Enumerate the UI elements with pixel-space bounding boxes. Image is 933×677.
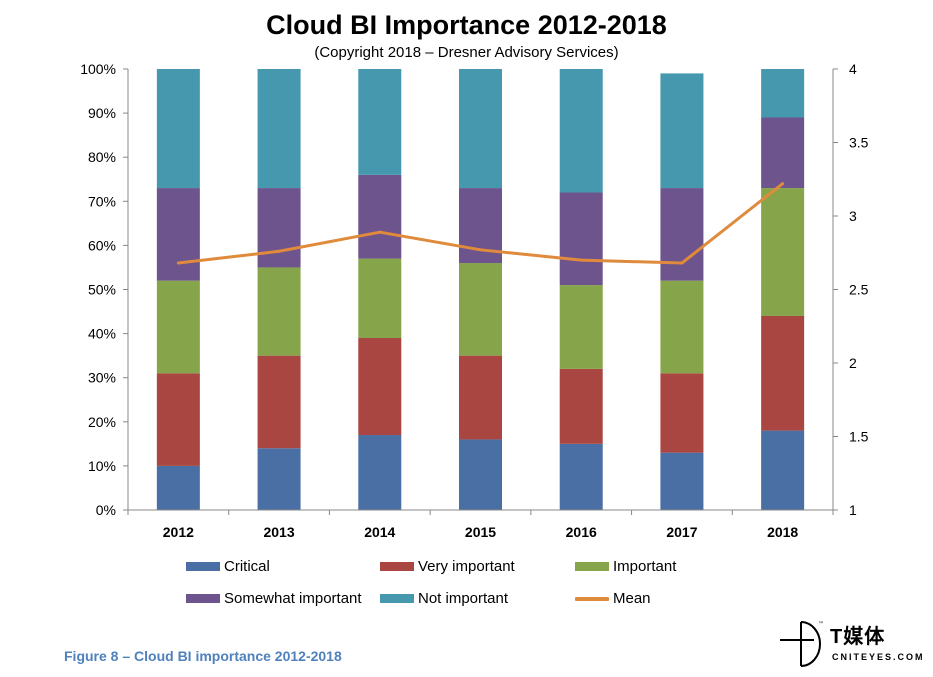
point-mean-2016 bbox=[579, 258, 583, 262]
publisher-logo: ™ T媒体 CNITEYES.COM bbox=[780, 618, 930, 670]
point-mean-2018 bbox=[781, 182, 785, 186]
chart-plot: 0% 10% 20% 30% 40% 50% 60% 70% 80% 90% 100% 1 1.5 2 2.… bbox=[80, 61, 869, 540]
legend-swatch-important bbox=[575, 562, 609, 571]
y-right-tick-label: 4 bbox=[849, 61, 857, 77]
x-tick-label: 2016 bbox=[566, 524, 597, 540]
y-left-tick-label: 40% bbox=[88, 326, 116, 342]
bar-not-important-2014 bbox=[358, 69, 402, 175]
y-left-tick-label: 50% bbox=[88, 282, 116, 298]
point-mean-2014 bbox=[378, 230, 382, 234]
logo-mark-icon: ™ bbox=[780, 621, 824, 667]
bar-not-important-2015 bbox=[459, 69, 502, 189]
legend-item-mean: Mean bbox=[575, 590, 651, 607]
bar-very-important-2016 bbox=[559, 368, 603, 444]
legend-line-mean bbox=[575, 596, 609, 601]
figure-caption: Figure 8 – Cloud BI importance 2012-2018 bbox=[64, 648, 342, 664]
chart-subtitle: (Copyright 2018 – Dresner Advisory Servi… bbox=[314, 44, 619, 61]
bar-important-2018 bbox=[761, 188, 805, 316]
point-mean-2017 bbox=[680, 261, 684, 265]
bar-very-important-2012 bbox=[156, 373, 200, 466]
bar-important-2013 bbox=[257, 267, 301, 356]
bar-important-2017 bbox=[660, 280, 704, 374]
bar-somewhat-important-2014 bbox=[358, 174, 402, 259]
legend-label-important: Important bbox=[613, 558, 677, 575]
bar-critical-2014 bbox=[358, 435, 402, 510]
bar-important-2014 bbox=[358, 258, 402, 339]
y-right-tick-label: 1.5 bbox=[849, 429, 869, 445]
bar-not-important-2013 bbox=[257, 69, 301, 189]
y-left-tick-label: 30% bbox=[88, 370, 116, 386]
bar-not-important-2016 bbox=[559, 69, 603, 193]
y-left-tick-label: 80% bbox=[88, 149, 116, 165]
bar-critical-2017 bbox=[660, 452, 704, 510]
legend-swatch-not-important bbox=[380, 594, 414, 603]
legend-item-critical: Critical bbox=[186, 558, 270, 575]
bar-somewhat-important-2016 bbox=[559, 192, 603, 286]
bar-not-important-2017 bbox=[660, 73, 704, 189]
y-right-tick-label: 2.5 bbox=[849, 282, 869, 298]
bar-critical-2016 bbox=[559, 443, 603, 510]
y-left-tick-label: 60% bbox=[88, 237, 116, 253]
legend-label-not-important: Not important bbox=[418, 590, 509, 607]
legend-label-mean: Mean bbox=[613, 590, 651, 607]
bar-critical-2012 bbox=[156, 465, 200, 510]
point-mean-2015 bbox=[479, 248, 482, 252]
bar-very-important-2015 bbox=[459, 355, 502, 440]
legend-item-important: Important bbox=[575, 558, 676, 575]
x-tick-label: 2017 bbox=[666, 524, 697, 540]
legend-label-critical: Critical bbox=[224, 558, 270, 575]
legend-swatch-very-important bbox=[380, 562, 414, 571]
y-left-tick-label: 100% bbox=[80, 61, 116, 77]
bar-very-important-2014 bbox=[358, 338, 402, 436]
bar-critical-2013 bbox=[257, 448, 301, 510]
y-right-tick-label: 3.5 bbox=[849, 135, 869, 151]
bar-somewhat-important-2012 bbox=[156, 188, 200, 281]
logo-text-en: CNITEYES.COM bbox=[832, 652, 925, 662]
legend-label-very-important: Very important bbox=[418, 558, 515, 575]
bar-critical-2018 bbox=[761, 430, 805, 510]
bar-somewhat-important-2018 bbox=[761, 117, 805, 189]
legend-item-somewhat-important: Somewhat important bbox=[186, 590, 362, 607]
x-tick-label: 2012 bbox=[163, 524, 194, 540]
bar-not-important-2012 bbox=[156, 69, 200, 189]
x-tick-label: 2018 bbox=[767, 524, 798, 540]
y-left-tick-label: 90% bbox=[88, 105, 116, 121]
y-left-tick-label: 20% bbox=[88, 414, 116, 430]
bar-somewhat-important-2017 bbox=[660, 188, 704, 281]
bar-very-important-2018 bbox=[761, 315, 805, 431]
y-right-tick-label: 1 bbox=[849, 502, 857, 518]
x-tick-label: 2014 bbox=[364, 524, 395, 540]
legend-swatch-somewhat-important bbox=[186, 594, 220, 603]
bar-critical-2015 bbox=[459, 439, 502, 510]
point-mean-2013 bbox=[277, 249, 281, 253]
legend-item-not-important: Not important bbox=[380, 590, 508, 607]
bar-somewhat-important-2013 bbox=[257, 188, 301, 268]
y-right-tick-label: 2 bbox=[849, 355, 857, 371]
bar-not-important-2018 bbox=[761, 69, 805, 118]
chart-title: Cloud BI Importance 2012-2018 bbox=[266, 10, 667, 40]
y-left-tick-label: 10% bbox=[88, 458, 116, 474]
y-left-tick-label: 70% bbox=[88, 193, 116, 209]
legend-item-very-important: Very important bbox=[380, 558, 515, 575]
logo-text-cn: T媒体 bbox=[830, 626, 886, 648]
point-mean-2012 bbox=[176, 261, 180, 265]
legend-swatch-critical bbox=[186, 562, 220, 571]
legend-label-somewhat-important: Somewhat important bbox=[224, 590, 362, 607]
x-tick-label: 2013 bbox=[263, 524, 294, 540]
bar-very-important-2017 bbox=[660, 373, 704, 453]
bar-important-2012 bbox=[156, 280, 200, 374]
bar-important-2016 bbox=[559, 285, 603, 369]
y-left-tick-label: 0% bbox=[96, 502, 116, 518]
x-tick-label: 2015 bbox=[465, 524, 496, 540]
logo-tm: ™ bbox=[818, 621, 824, 628]
y-right-tick-label: 3 bbox=[849, 208, 857, 224]
bar-important-2015 bbox=[459, 263, 502, 356]
bar-very-important-2013 bbox=[257, 355, 301, 449]
